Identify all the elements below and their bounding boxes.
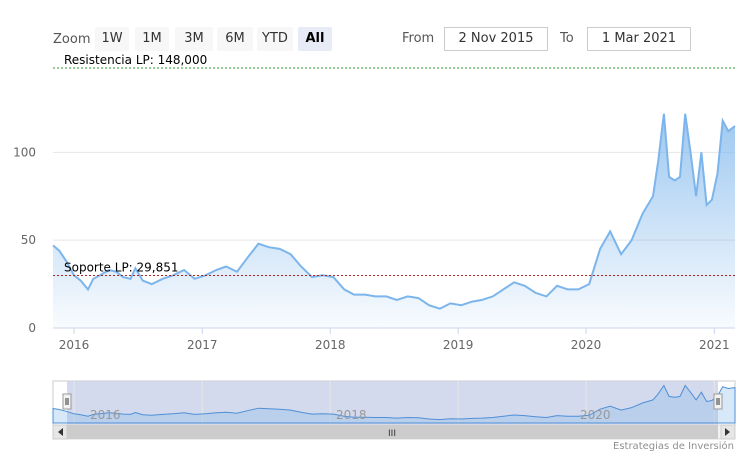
credit-text: Estrategias de Inversión xyxy=(613,441,734,452)
resistance-line-label: Resistencia LP: 148,000 xyxy=(64,53,207,67)
x-tick-label: 2016 xyxy=(59,338,90,352)
x-tick-label: 2021 xyxy=(699,338,730,352)
navigator-label: 2020 xyxy=(580,408,611,422)
navigator-series xyxy=(52,384,736,424)
navigator-handle-left[interactable] xyxy=(62,393,72,410)
zoom-3m-button[interactable]: 3M xyxy=(175,27,213,51)
navigator-handle-right[interactable] xyxy=(713,393,723,410)
zoom-all-button[interactable]: All xyxy=(298,27,332,51)
from-date-input[interactable]: 2 Nov 2015 xyxy=(444,27,548,51)
x-tick-label: 2018 xyxy=(315,338,346,352)
zoom-ytd-button[interactable]: YTD xyxy=(257,27,293,51)
zoom-1w-button[interactable]: 1W xyxy=(95,27,129,51)
support-line-label: Soporte LP: 29,851 xyxy=(64,261,179,275)
x-tick-label: 2019 xyxy=(443,338,474,352)
zoom-6m-button[interactable]: 6M xyxy=(217,27,253,51)
zoom-label: Zoom xyxy=(53,32,91,47)
scrollbar-grip: III xyxy=(388,429,396,439)
y-tick-label: 100 xyxy=(13,145,36,159)
from-label: From xyxy=(402,31,435,46)
price-line xyxy=(52,113,736,310)
navigator-label: 2018 xyxy=(336,408,367,422)
to-date-input[interactable]: 1 Mar 2021 xyxy=(587,27,691,51)
x-tick-label: 2020 xyxy=(571,338,602,352)
chevron-left-icon xyxy=(58,428,63,436)
y-tick-label: 0 xyxy=(28,321,36,335)
scrollbar-right-arrow[interactable] xyxy=(720,424,736,440)
chevron-right-icon xyxy=(725,428,730,436)
price-area xyxy=(53,113,735,328)
zoom-1m-button[interactable]: 1M xyxy=(135,27,169,51)
x-tick-label: 2017 xyxy=(187,338,218,352)
to-label: To xyxy=(560,31,574,46)
navigator-label: 2016 xyxy=(90,408,121,422)
y-tick-label: 50 xyxy=(21,233,36,247)
scrollbar-thumb[interactable] xyxy=(67,425,718,439)
scrollbar-left-arrow[interactable] xyxy=(52,424,68,440)
